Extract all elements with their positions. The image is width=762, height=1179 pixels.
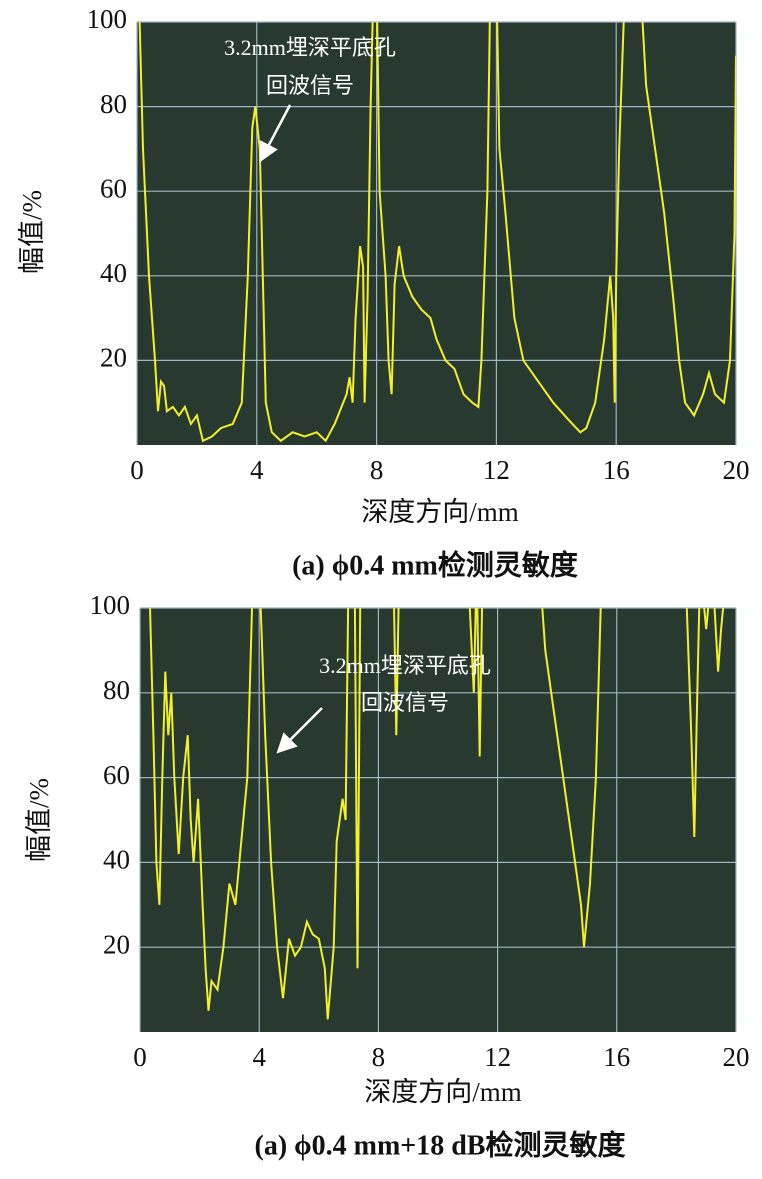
x-tick-label: 4 bbox=[250, 455, 264, 485]
x-tick-label: 12 bbox=[483, 455, 510, 485]
y-tick-label: 40 bbox=[103, 845, 130, 875]
data-line bbox=[149, 608, 725, 1020]
x-tick-label: 4 bbox=[252, 1042, 266, 1072]
x-axis-label: 深度方向/mm bbox=[364, 1077, 522, 1107]
plot-area bbox=[140, 608, 736, 1032]
annotation: 回波信号 bbox=[266, 73, 354, 98]
y-tick-label: 40 bbox=[100, 258, 127, 288]
annotation: 3.2mm埋深平底孔 bbox=[319, 653, 491, 678]
x-tick-label: 20 bbox=[723, 1042, 750, 1072]
x-axis-label: 深度方向/mm bbox=[361, 497, 519, 527]
y-tick-label: 80 bbox=[100, 89, 127, 119]
y-axis-label: 幅值/% bbox=[17, 190, 47, 274]
y-tick-label: 80 bbox=[103, 675, 130, 705]
x-tick-label: 20 bbox=[723, 455, 750, 485]
x-tick-label: 12 bbox=[484, 1042, 511, 1072]
annotation: 3.2mm埋深平底孔 bbox=[224, 35, 396, 60]
y-tick-label: 20 bbox=[100, 343, 127, 373]
plot-area bbox=[137, 22, 736, 445]
y-axis-label: 幅值/% bbox=[24, 778, 54, 862]
x-tick-label: 0 bbox=[130, 455, 144, 485]
y-tick-label: 60 bbox=[103, 760, 130, 790]
y-tick-label: 60 bbox=[100, 173, 127, 203]
caption: (a) ϕ0.4 mm+18 dB检测灵敏度 bbox=[255, 1128, 626, 1161]
annotation-arrow bbox=[276, 707, 323, 754]
y-tick-label: 100 bbox=[90, 590, 131, 620]
annotation-arrow bbox=[259, 104, 292, 163]
x-tick-label: 8 bbox=[372, 1042, 386, 1072]
annotation: 回波信号 bbox=[361, 690, 449, 715]
y-tick-label: 20 bbox=[103, 929, 130, 959]
caption: (a) ϕ0.4 mm检测灵敏度 bbox=[292, 548, 578, 581]
x-tick-label: 16 bbox=[603, 1042, 630, 1072]
y-tick-label: 100 bbox=[87, 4, 128, 34]
x-tick-label: 8 bbox=[370, 455, 384, 485]
data-line bbox=[138, 22, 736, 443]
x-tick-label: 16 bbox=[603, 455, 630, 485]
x-tick-label: 0 bbox=[133, 1042, 147, 1072]
